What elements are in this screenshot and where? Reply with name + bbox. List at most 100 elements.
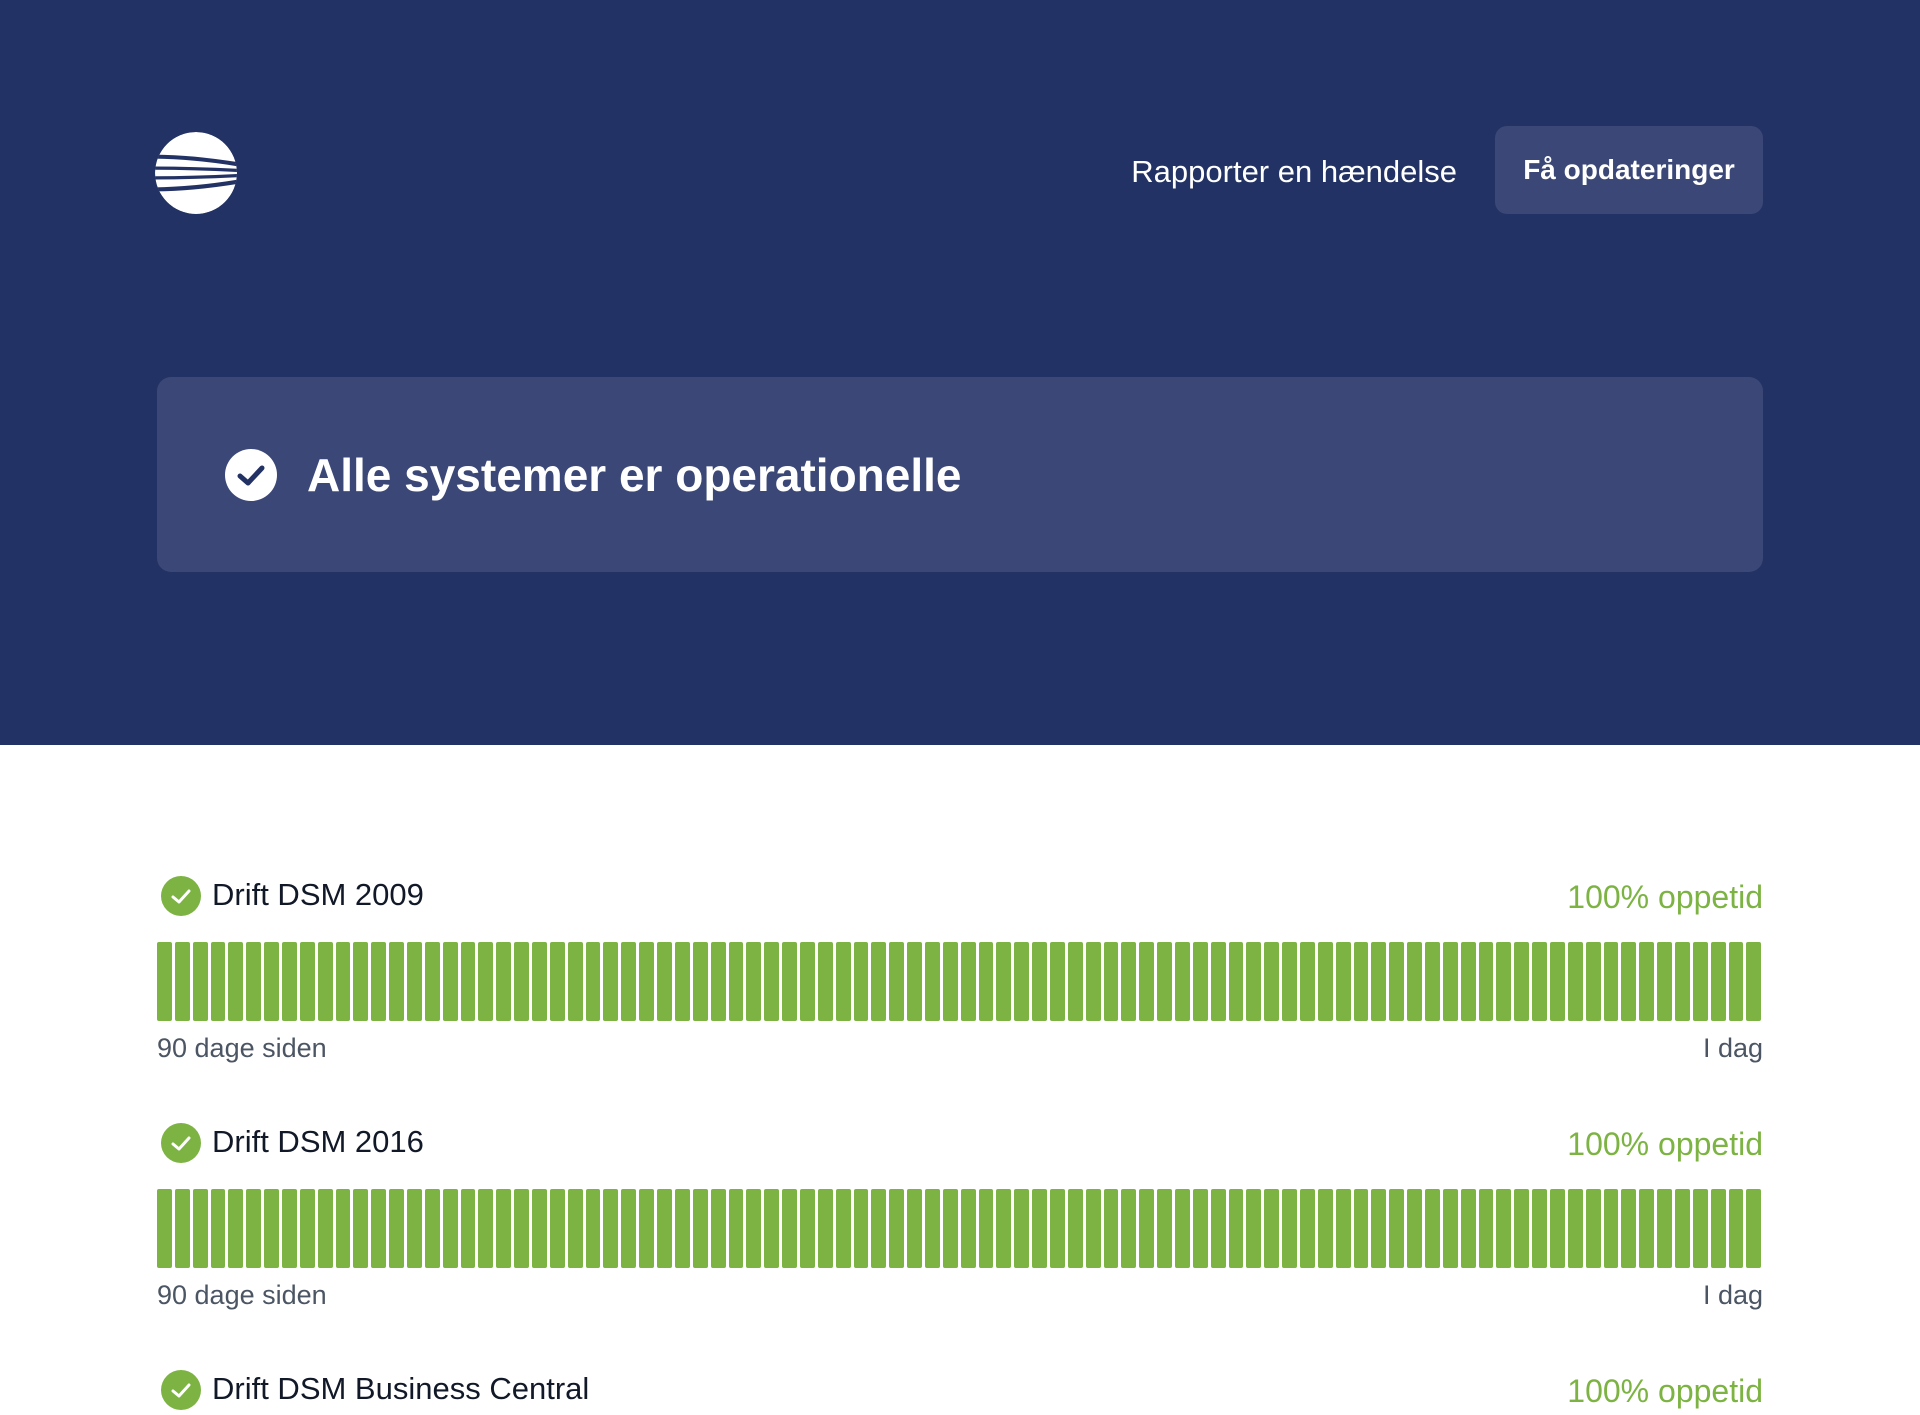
uptime-day-bar[interactable] (1532, 942, 1548, 1021)
uptime-day-bar[interactable] (1192, 942, 1208, 1021)
uptime-day-bar[interactable] (1210, 1189, 1226, 1268)
uptime-day-bar[interactable] (924, 1189, 940, 1268)
uptime-day-bar[interactable] (657, 942, 672, 1021)
uptime-day-bar[interactable] (1442, 1189, 1458, 1268)
uptime-day-bar[interactable] (674, 1189, 690, 1268)
uptime-day-bar[interactable] (1353, 1189, 1369, 1268)
uptime-day-bar[interactable] (1460, 942, 1476, 1021)
uptime-day-bar[interactable] (960, 942, 976, 1021)
uptime-day-bar[interactable] (889, 942, 905, 1021)
uptime-day-bar[interactable] (782, 1189, 797, 1268)
uptime-day-bar[interactable] (549, 1189, 565, 1268)
uptime-day-bar[interactable] (710, 1189, 726, 1268)
uptime-day-bar[interactable] (1335, 1189, 1351, 1268)
uptime-day-bar[interactable] (1157, 942, 1172, 1021)
uptime-day-bar[interactable] (1371, 942, 1387, 1021)
uptime-day-bar[interactable] (639, 942, 655, 1021)
uptime-day-bar[interactable] (871, 942, 887, 1021)
uptime-day-bar[interactable] (353, 942, 369, 1021)
get-updates-button[interactable]: Få opdateringer (1495, 126, 1763, 214)
uptime-day-bar[interactable] (710, 942, 726, 1021)
uptime-day-bar[interactable] (1585, 942, 1601, 1021)
uptime-day-bar[interactable] (978, 942, 994, 1021)
uptime-day-bar[interactable] (1174, 1189, 1190, 1268)
uptime-day-bar[interactable] (1621, 942, 1637, 1021)
uptime-day-bar[interactable] (317, 1189, 333, 1268)
uptime-day-bar[interactable] (264, 942, 280, 1021)
component-name[interactable]: Drift DSM Business Central (212, 1371, 590, 1406)
uptime-day-bar[interactable] (496, 942, 512, 1021)
uptime-day-bar[interactable] (585, 942, 601, 1021)
uptime-day-bar[interactable] (1710, 942, 1726, 1021)
uptime-day-bar[interactable] (1085, 1189, 1101, 1268)
uptime-day-bar[interactable] (889, 1189, 905, 1268)
uptime-day-bar[interactable] (621, 942, 637, 1021)
uptime-day-bar[interactable] (1032, 942, 1047, 1021)
uptime-day-bar[interactable] (1567, 1189, 1583, 1268)
uptime-day-bar[interactable] (621, 1189, 637, 1268)
uptime-day-bar[interactable] (299, 942, 315, 1021)
uptime-day-bar[interactable] (1174, 942, 1190, 1021)
uptime-day-bar[interactable] (282, 942, 297, 1021)
uptime-day-bar[interactable] (1532, 1189, 1548, 1268)
uptime-day-bar[interactable] (1675, 942, 1690, 1021)
uptime-day-bar[interactable] (585, 1189, 601, 1268)
uptime-day-bar[interactable] (1603, 1189, 1619, 1268)
uptime-day-bar[interactable] (728, 1189, 744, 1268)
uptime-day-bar[interactable] (1514, 942, 1530, 1021)
uptime-day-bar[interactable] (1550, 1189, 1565, 1268)
uptime-day-bar[interactable] (567, 942, 583, 1021)
uptime-day-bar[interactable] (799, 942, 815, 1021)
uptime-day-bar[interactable] (1746, 1189, 1761, 1268)
uptime-day-bar[interactable] (335, 942, 351, 1021)
uptime-day-bar[interactable] (764, 1189, 780, 1268)
uptime-day-bar[interactable] (514, 942, 530, 1021)
uptime-day-bar[interactable] (782, 942, 797, 1021)
uptime-day-bar[interactable] (228, 942, 244, 1021)
uptime-day-bar[interactable] (1389, 942, 1405, 1021)
uptime-day-bar[interactable] (1728, 1189, 1744, 1268)
uptime-day-bar[interactable] (192, 1189, 208, 1268)
uptime-day-bar[interactable] (1692, 942, 1708, 1021)
uptime-day-bar[interactable] (1192, 1189, 1208, 1268)
uptime-day-bar[interactable] (1657, 942, 1673, 1021)
uptime-day-bar[interactable] (1460, 1189, 1476, 1268)
uptime-day-bar[interactable] (460, 1189, 476, 1268)
uptime-day-bar[interactable] (282, 1189, 297, 1268)
uptime-day-bar[interactable] (317, 942, 333, 1021)
uptime-day-bar[interactable] (1335, 942, 1351, 1021)
uptime-day-bar[interactable] (1514, 1189, 1530, 1268)
uptime-day-bar[interactable] (1496, 1189, 1512, 1268)
uptime-day-bar[interactable] (1639, 942, 1655, 1021)
uptime-day-bar[interactable] (407, 1189, 422, 1268)
uptime-day-bar[interactable] (1139, 1189, 1155, 1268)
uptime-day-bar[interactable] (1103, 1189, 1119, 1268)
uptime-day-bar[interactable] (799, 1189, 815, 1268)
uptime-day-bar[interactable] (389, 942, 405, 1021)
uptime-day-bar[interactable] (1049, 942, 1065, 1021)
uptime-day-bar[interactable] (1478, 942, 1494, 1021)
uptime-day-bar[interactable] (1032, 1189, 1047, 1268)
uptime-day-bar[interactable] (1014, 942, 1030, 1021)
uptime-day-bar[interactable] (514, 1189, 530, 1268)
uptime-day-bar[interactable] (639, 1189, 655, 1268)
uptime-day-bar[interactable] (996, 942, 1012, 1021)
uptime-day-bar[interactable] (692, 942, 708, 1021)
component-name[interactable]: Drift DSM 2016 (212, 1124, 424, 1159)
uptime-day-bar[interactable] (1085, 942, 1101, 1021)
uptime-day-bar[interactable] (442, 1189, 458, 1268)
uptime-day-bar[interactable] (746, 1189, 762, 1268)
uptime-day-bar[interactable] (1228, 1189, 1244, 1268)
uptime-day-bar[interactable] (674, 942, 690, 1021)
uptime-day-bar[interactable] (1121, 1189, 1137, 1268)
uptime-day-bar[interactable] (1353, 942, 1369, 1021)
uptime-day-bar[interactable] (1389, 1189, 1405, 1268)
uptime-day-bar[interactable] (907, 942, 922, 1021)
uptime-day-bar[interactable] (835, 1189, 851, 1268)
uptime-day-bar[interactable] (1585, 1189, 1601, 1268)
uptime-day-bar[interactable] (1246, 1189, 1262, 1268)
uptime-day-bar[interactable] (657, 1189, 672, 1268)
uptime-day-bar[interactable] (1157, 1189, 1172, 1268)
uptime-day-bar[interactable] (1657, 1189, 1673, 1268)
uptime-day-bar[interactable] (478, 942, 494, 1021)
